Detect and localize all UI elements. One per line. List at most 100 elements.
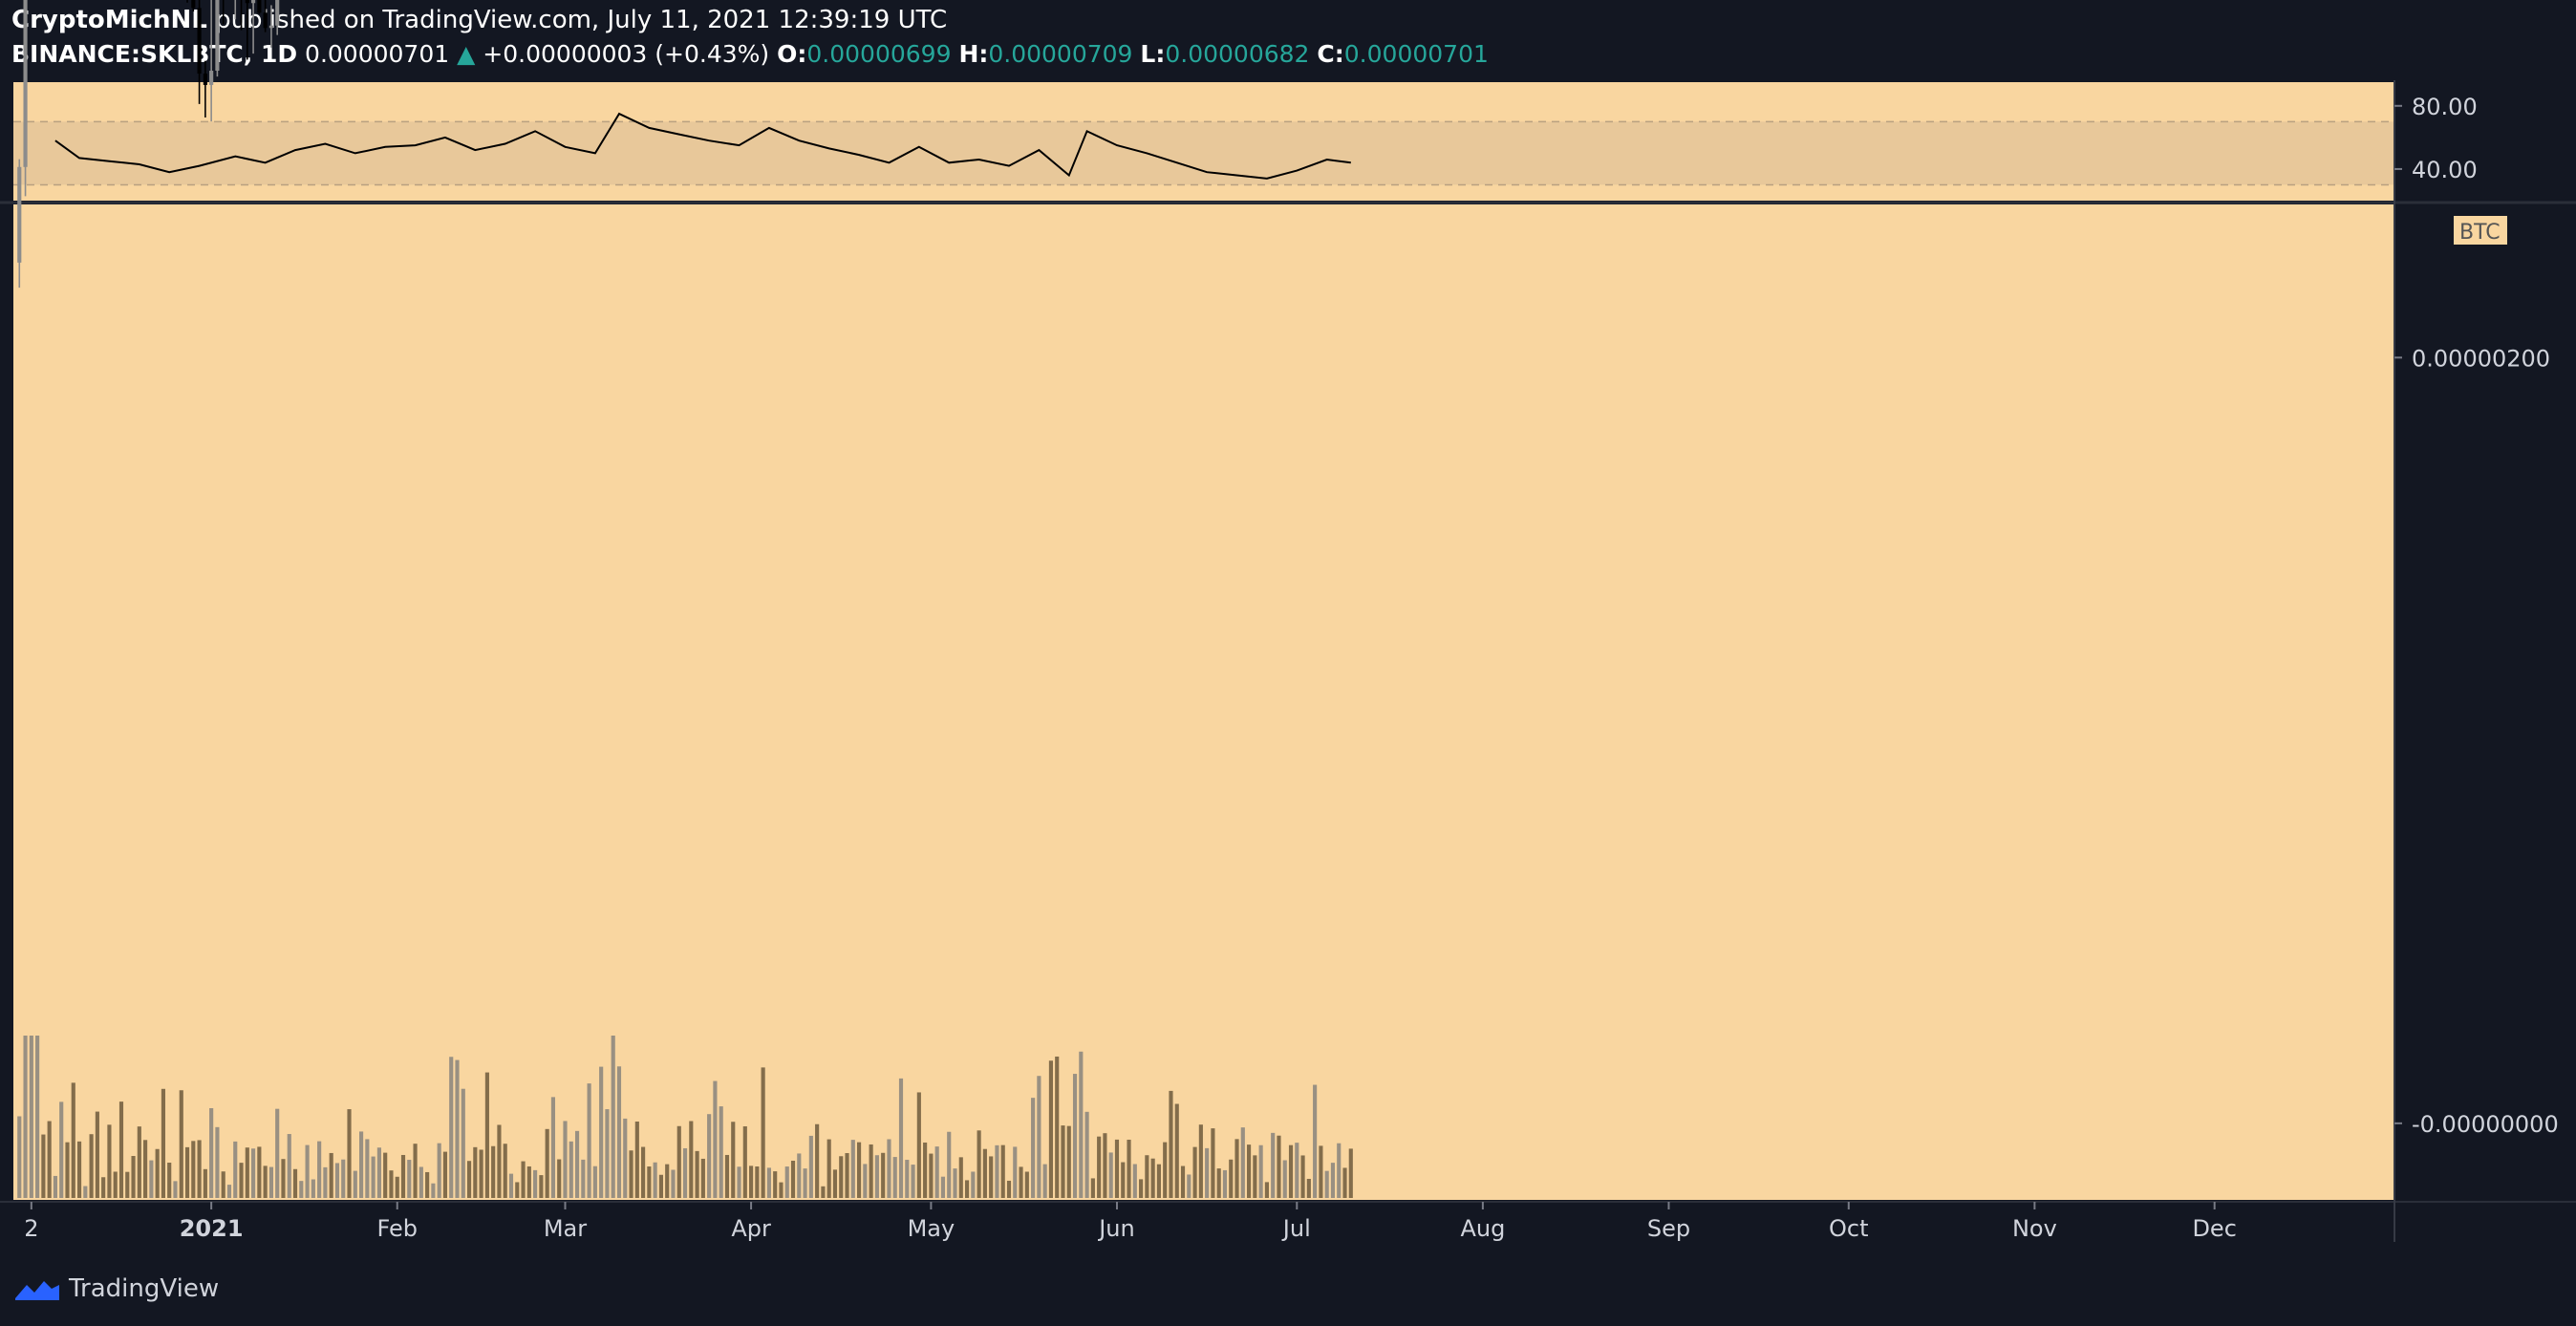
volume-bar [287, 1134, 291, 1198]
volume-bar [863, 1164, 868, 1198]
volume-bar [989, 1156, 994, 1198]
volume-bar [1114, 1139, 1120, 1198]
volume-bar [581, 1159, 586, 1198]
volume-bar [815, 1123, 820, 1198]
volume-bar [353, 1170, 357, 1198]
volume-bar [1055, 1056, 1060, 1198]
volume-bar [484, 1072, 489, 1198]
price-chart[interactable]: 80.0040.000.000024000.000022000.00002000… [0, 0, 2576, 1259]
volume-bar [1306, 1178, 1311, 1198]
volume-bar [953, 1168, 957, 1198]
volume-bar [479, 1149, 483, 1198]
volume-bar [1288, 1144, 1294, 1198]
published-text: published on TradingView.com, July 11, 2… [215, 6, 948, 34]
volume-bar [167, 1163, 172, 1198]
time-tick-label: 2021 [180, 1215, 244, 1242]
volume-bar [605, 1109, 610, 1198]
candle-body [251, 0, 256, 4]
volume-bar [41, 1134, 46, 1198]
volume-bar [808, 1135, 813, 1198]
time-tick-label: Apr [731, 1215, 771, 1242]
volume-bar [749, 1166, 754, 1198]
volume-bar [226, 1185, 232, 1198]
time-tick-label: Feb [376, 1215, 418, 1242]
volume-bar [1271, 1132, 1276, 1198]
volume-bar [466, 1161, 472, 1198]
candle-body [268, 25, 273, 29]
volume-bar [1072, 1074, 1078, 1198]
volume-bar [461, 1088, 465, 1198]
volume-bar [65, 1142, 70, 1198]
main-pane[interactable] [13, 204, 2394, 1200]
volume-bar [964, 1180, 970, 1198]
volume-bar [1139, 1179, 1144, 1198]
volume-bar [653, 1162, 657, 1198]
author-name[interactable]: CryptoMichNL [11, 6, 207, 34]
volume-bar [790, 1160, 796, 1198]
volume-bar [209, 1107, 214, 1198]
time-tick-label: Jun [1097, 1215, 1135, 1242]
volume-bar [1180, 1166, 1186, 1198]
volume-bar [881, 1152, 886, 1198]
candle-body [191, 0, 196, 9]
volume-bar [203, 1168, 207, 1198]
volume-bar [1031, 1098, 1036, 1198]
volume-bar [389, 1170, 394, 1198]
volume-bar [311, 1179, 315, 1198]
unit-badge [2454, 216, 2507, 245]
volume-bar [700, 1158, 705, 1198]
volume-bar [1066, 1125, 1071, 1198]
volume-bar [107, 1124, 112, 1198]
volume-bar [574, 1130, 580, 1198]
volume-bar [508, 1173, 514, 1198]
volume-bar [587, 1083, 591, 1198]
rsi-tick-label: 80.00 [2412, 94, 2478, 120]
candle-body [257, 0, 262, 13]
volume-bar [1319, 1145, 1323, 1198]
volume-bar [761, 1067, 765, 1198]
volume-bar [916, 1092, 921, 1198]
volume-bar [184, 1146, 190, 1198]
volume-bar [305, 1144, 310, 1198]
volume-bar [887, 1139, 891, 1198]
time-tick-label: Jul [1281, 1215, 1311, 1242]
volume-bar [449, 1057, 454, 1198]
volume-bar [407, 1160, 412, 1198]
volume-bar [971, 1171, 976, 1198]
volume-bar [1079, 1051, 1084, 1198]
volume-bar [1048, 1060, 1054, 1198]
candle-body [245, 0, 249, 4]
price-tick-label: 0.00000200 [2412, 345, 2550, 372]
volume-bar [1019, 1166, 1023, 1198]
volume-bar [676, 1125, 681, 1198]
volume-bar [599, 1066, 604, 1198]
volume-bar [1205, 1147, 1210, 1198]
volume-bar [1277, 1135, 1281, 1198]
time-tick-label: 2 [24, 1215, 38, 1242]
volume-bar [1295, 1143, 1299, 1198]
unit-label: BTC [2459, 221, 2501, 245]
volume-bar [958, 1157, 963, 1198]
volume-bar [1192, 1146, 1197, 1198]
volume-bar [839, 1156, 844, 1198]
volume-bar [647, 1166, 652, 1198]
symbol-label[interactable]: BINANCE:SKLBTC, 1D [11, 40, 298, 68]
volume-bar [29, 1036, 33, 1198]
time-tick-label: Nov [2012, 1215, 2057, 1242]
volume-bar [95, 1111, 99, 1198]
volume-bar [317, 1141, 322, 1198]
volume-bar [766, 1167, 771, 1198]
volume-bar [1024, 1171, 1029, 1198]
volume-bar [892, 1157, 897, 1198]
volume-bar [35, 1036, 40, 1198]
volume-bar [695, 1150, 699, 1198]
volume-bar [995, 1144, 999, 1198]
volume-bar [1264, 1182, 1269, 1198]
volume-bar [934, 1146, 939, 1198]
volume-bar [832, 1169, 838, 1198]
volume-bar [658, 1174, 663, 1198]
candle-body [197, 8, 202, 75]
volume-bar [779, 1182, 784, 1198]
volume-bar [629, 1150, 633, 1198]
tradingview-logo[interactable]: TradingView [13, 1274, 219, 1303]
